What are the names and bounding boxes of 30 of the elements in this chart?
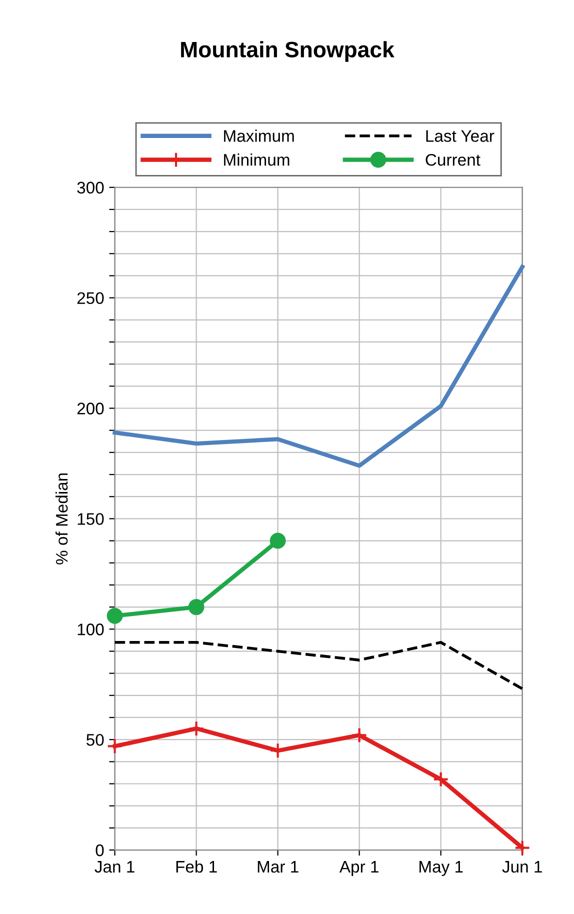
x-tick-label: Jun 1 <box>502 861 542 873</box>
y-tick-label: 50 <box>86 734 104 746</box>
point <box>106 738 123 754</box>
y-tick-label: 100 <box>78 624 104 636</box>
legend-label: Last Year <box>426 130 494 142</box>
point <box>188 720 204 737</box>
legend-label: Minimum <box>224 154 290 166</box>
point <box>270 532 286 549</box>
point <box>432 771 449 788</box>
line-series <box>113 641 524 690</box>
point <box>188 599 204 616</box>
point <box>514 840 530 856</box>
legend-label: Maximum <box>224 130 294 142</box>
y-tick-label: 0 <box>96 844 104 856</box>
x-tick-label: Mar 1 <box>258 861 298 873</box>
x-tick-label: Jan 1 <box>94 861 134 873</box>
y-axis-title: % of Median <box>55 473 68 564</box>
x-tick-label: Apr 1 <box>339 861 378 876</box>
y-tick-label: 150 <box>78 513 104 525</box>
chart-title: Mountain Snowpack <box>181 41 394 62</box>
line-series <box>112 264 524 468</box>
x-tick-label: May 1 <box>420 861 463 876</box>
point <box>351 727 368 744</box>
point <box>270 742 286 759</box>
legend-label: Current <box>426 154 480 166</box>
y-tick-label: 250 <box>77 292 104 304</box>
point <box>106 608 123 624</box>
y-tick-label: 300 <box>77 182 104 194</box>
x-tick-label: Feb 1 <box>176 860 217 873</box>
y-tick-label: 200 <box>77 402 104 414</box>
